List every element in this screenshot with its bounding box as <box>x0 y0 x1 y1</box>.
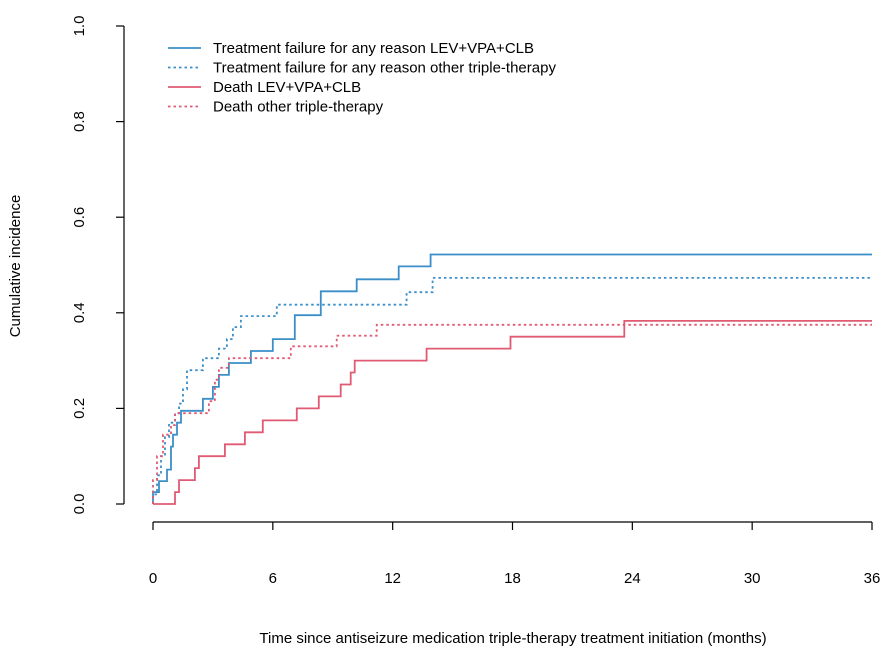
x-tick-label: 24 <box>624 570 641 587</box>
legend-label: Treatment failure for any reason LEV+VPA… <box>213 40 534 57</box>
y-tick-label: 0.8 <box>71 111 88 132</box>
series-line-3 <box>153 320 872 505</box>
series-line-1 <box>152 253 872 504</box>
x-tick-label: 6 <box>269 570 277 587</box>
legend-label: Death other triple-therapy <box>213 99 384 116</box>
y-tick-label: 0.2 <box>71 398 88 419</box>
plot-series <box>152 253 872 505</box>
y-tick-label: 0.0 <box>71 494 88 515</box>
x-tick-label: 30 <box>744 570 761 587</box>
y-tick-label: 1.0 <box>71 16 88 37</box>
legend-label: Death LEV+VPA+CLB <box>213 79 361 96</box>
series-line-2 <box>152 277 872 504</box>
x-axis-title: Time since antiseizure medication triple… <box>259 630 766 647</box>
y-axis-title: Cumulative incidence <box>7 195 24 338</box>
x-tick-label: 0 <box>149 570 157 587</box>
plot-axes: 0.0 0.2 0.4 0.6 0.8 1.0 0 6 12 18 24 30 36 <box>71 16 880 587</box>
series-line-4 <box>152 323 872 504</box>
x-tick-label: 12 <box>384 570 401 587</box>
x-tick-label: 36 <box>864 570 881 587</box>
legend: Treatment failure for any reason LEV+VPA… <box>168 40 556 116</box>
legend-label: Treatment failure for any reason other t… <box>213 60 556 77</box>
y-tick-label: 0.6 <box>71 207 88 228</box>
x-tick-label: 18 <box>504 570 521 587</box>
y-tick-label: 0.4 <box>71 302 88 323</box>
